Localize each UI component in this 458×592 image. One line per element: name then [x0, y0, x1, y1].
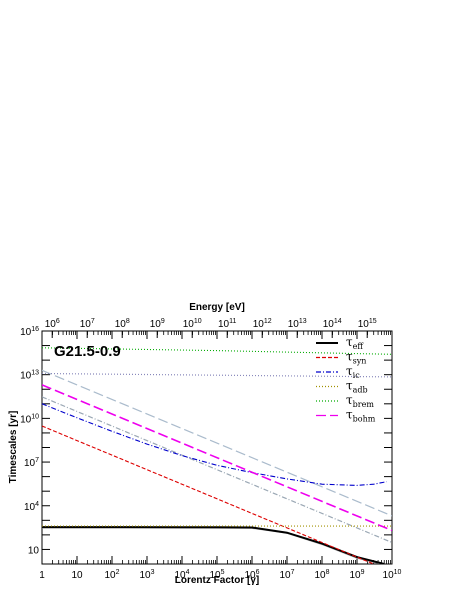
- tick-labels: 1 10 102 103 104 105 106 107 108 109 1010 106 107 108…: [20, 318, 401, 581]
- top-tick-label: 106: [45, 318, 60, 330]
- x-tick-label: 104: [174, 569, 189, 581]
- series-line-eff: [42, 526, 385, 564]
- x-tick-label: 107: [279, 569, 294, 581]
- top-tick-label: 108: [115, 318, 130, 330]
- x-tick-label: 1010: [383, 569, 402, 581]
- legend-label-eff: τeff: [346, 335, 364, 351]
- series-line-ic: [42, 403, 387, 486]
- x-tick-label: 1: [39, 570, 45, 581]
- legend-label-adb: τadb: [346, 379, 368, 395]
- x-axis-title: Lorentz Factor [γ]: [175, 575, 259, 586]
- top-tick-label: 1014: [323, 318, 342, 330]
- series-line-bohm: [42, 384, 392, 532]
- y-tick-label: 1013: [20, 370, 39, 382]
- top-tick-label: 109: [150, 318, 165, 330]
- x-tick-label: 103: [139, 569, 154, 581]
- auxiliary-line: [42, 369, 392, 517]
- x-tick-label: 102: [104, 569, 119, 581]
- top-tick-label: 1013: [288, 318, 307, 330]
- y-tick-label: 1016: [20, 326, 39, 338]
- legend-label-brem: τbrem: [346, 393, 374, 409]
- x-tick-label: 108: [314, 569, 329, 581]
- y-tick-label: 1010: [20, 413, 39, 425]
- top-axis-title: Energy [eV]: [189, 302, 245, 313]
- chart-title: G21.5-0.9: [54, 343, 121, 360]
- legend-label-ic: τic: [346, 364, 360, 380]
- x-tick-label: 105: [209, 569, 224, 581]
- y-axis-title: Timescales [yr]: [8, 411, 19, 484]
- top-tick-label: 1015: [358, 318, 377, 330]
- legend-label-syn: τsyn: [346, 350, 366, 366]
- series-layer: [42, 347, 392, 564]
- auxiliary-line: [42, 527, 384, 564]
- series-line-syn: [42, 425, 376, 564]
- y-tick-label: 104: [24, 501, 39, 513]
- top-tick-label: 1010: [183, 318, 202, 330]
- ticks: [41, 330, 393, 565]
- series-line-brem: [42, 347, 392, 355]
- x-tick-label: 106: [244, 569, 259, 581]
- x-tick-label: 109: [349, 569, 364, 581]
- top-tick-label: 1012: [253, 318, 272, 330]
- legend-label-bohm: τbohm: [346, 408, 376, 424]
- y-tick-label: 107: [24, 457, 39, 469]
- auxiliary-line: [42, 396, 392, 544]
- y-tick-label: 10: [28, 545, 40, 556]
- x-tick-label: 10: [71, 570, 83, 581]
- auxiliary-line: [42, 372, 392, 378]
- top-tick-label: 1011: [218, 318, 236, 330]
- top-tick-label: 107: [80, 318, 95, 330]
